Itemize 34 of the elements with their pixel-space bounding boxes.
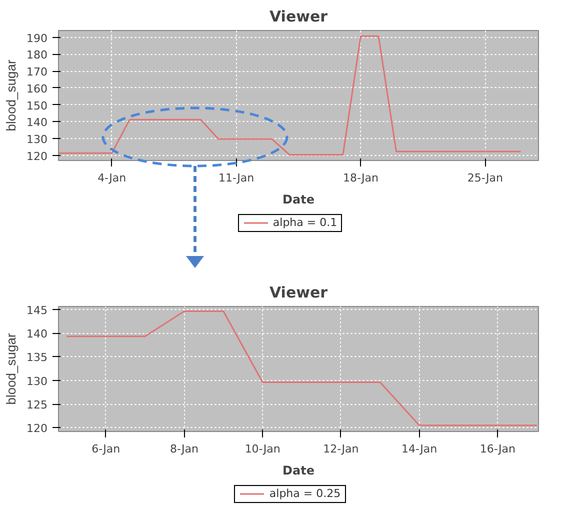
- x-tick-label: 4-Jan: [98, 172, 126, 184]
- y-tick-label: 130: [26, 133, 48, 146]
- x-tick-label: 10-Jan: [244, 442, 280, 456]
- x-tick-label: 16-Jan: [480, 442, 516, 456]
- x-tick-label: 14-Jan: [402, 442, 438, 456]
- y-tick-label: 190: [26, 32, 48, 45]
- y-tick-label: 130: [26, 374, 48, 388]
- y-tick-label: 125: [26, 398, 48, 412]
- y-tick-label: 140: [26, 328, 48, 341]
- y-tick-label: 145: [26, 304, 48, 317]
- y-tick-label: 135: [26, 351, 48, 364]
- x-tick-label: 18-Jan: [342, 172, 379, 184]
- line-series: [66, 310, 538, 426]
- x-tick-label: 12-Jan: [323, 442, 359, 456]
- x-tick-label: 11-Jan: [218, 172, 254, 184]
- y-tick-label: 120: [26, 422, 48, 436]
- chart-title: Viewer: [269, 8, 328, 26]
- x-axis-title: Date: [282, 464, 314, 478]
- x-tick-label: 8-Jan: [170, 442, 199, 456]
- y-tick-label: 160: [26, 82, 48, 96]
- y-axis-title: blood_sugar: [4, 332, 19, 405]
- y-tick-label: 140: [26, 116, 48, 130]
- x-axis-title: Date: [282, 192, 314, 206]
- y-tick-label: 150: [26, 99, 48, 112]
- x-tick-label: 25-Jan: [467, 172, 503, 184]
- line-series: [58, 35, 522, 156]
- y-tick-label: 120: [26, 150, 48, 163]
- legend-label: alpha = 0.1: [272, 216, 338, 229]
- y-tick-label: 180: [26, 48, 48, 62]
- legend-label: alpha = 0.25: [269, 487, 341, 500]
- chart-title: Viewer: [269, 284, 328, 302]
- x-tick-label: 6-Jan: [92, 442, 120, 456]
- y-axis-title: blood_sugar: [4, 59, 19, 132]
- y-tick-label: 170: [26, 66, 48, 79]
